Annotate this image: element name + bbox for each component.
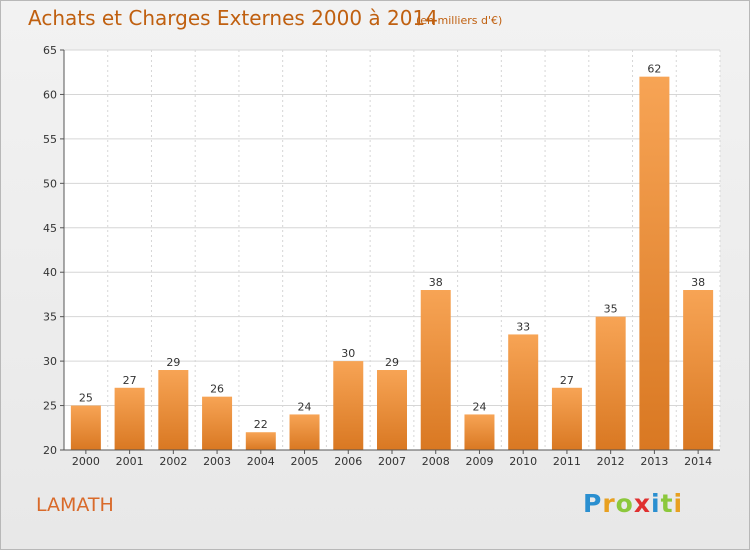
x-tick-label: 2003 bbox=[203, 455, 231, 468]
x-tick-label: 2012 bbox=[597, 455, 625, 468]
x-tick-label: 2013 bbox=[640, 455, 668, 468]
chart-title: Achats et Charges Externes 2000 à 2014 bbox=[28, 6, 438, 30]
bar-2014 bbox=[683, 290, 714, 450]
data-label: 38 bbox=[429, 276, 443, 289]
data-label: 33 bbox=[516, 320, 530, 333]
data-label: 26 bbox=[210, 383, 224, 396]
chart-subtitle: (en milliers d'€) bbox=[416, 14, 503, 27]
x-tick-label: 2010 bbox=[509, 455, 537, 468]
y-tick-label: 40 bbox=[43, 266, 57, 279]
x-tick-label: 2014 bbox=[684, 455, 712, 468]
logo-letter: o bbox=[615, 489, 634, 518]
logo-letter: i bbox=[673, 489, 684, 518]
x-tick-label: 2008 bbox=[422, 455, 450, 468]
x-tick-label: 2007 bbox=[378, 455, 406, 468]
x-tick-label: 2011 bbox=[553, 455, 581, 468]
data-label: 25 bbox=[79, 392, 93, 405]
bar-2002 bbox=[158, 370, 189, 450]
axes: 20 25 30 35 40 45 50 55 60 65 2000 2001 2002 2003 2004… bbox=[43, 44, 720, 468]
bar-2009 bbox=[464, 414, 495, 450]
bar-2011 bbox=[551, 387, 582, 450]
bar-2013 bbox=[639, 76, 670, 451]
bar-2004 bbox=[245, 432, 276, 450]
logo-letter: P bbox=[583, 489, 603, 518]
y-tick-label: 55 bbox=[43, 133, 57, 146]
data-label: 62 bbox=[647, 63, 661, 76]
logo-letter: t bbox=[660, 489, 674, 518]
bar-2006 bbox=[333, 361, 364, 450]
logo-letter: i bbox=[651, 489, 661, 518]
y-tick-label: 50 bbox=[43, 177, 57, 190]
x-tick-label: 2006 bbox=[334, 455, 362, 468]
data-label: 35 bbox=[604, 303, 618, 316]
data-label: 24 bbox=[472, 400, 486, 413]
data-label: 38 bbox=[691, 276, 705, 289]
bars: 25 27 29 26 22 24 30 29 38 24 33 27 35 62 38 bbox=[70, 63, 714, 451]
bar-2007 bbox=[377, 370, 407, 450]
bar-2001 bbox=[114, 387, 145, 450]
y-tick-label: 65 bbox=[43, 44, 57, 57]
bar-2003 bbox=[202, 396, 233, 450]
x-tick-label: 2002 bbox=[159, 455, 187, 468]
bar-2010 bbox=[508, 334, 539, 450]
data-label: 30 bbox=[341, 347, 355, 360]
proxiti-logo: Proxiti bbox=[583, 489, 683, 518]
bar-2008 bbox=[420, 290, 451, 450]
y-tick-label: 60 bbox=[43, 88, 57, 101]
data-label: 29 bbox=[166, 356, 180, 369]
bar-2005 bbox=[289, 414, 320, 450]
x-tick-label: 2001 bbox=[116, 455, 144, 468]
y-tick-label: 30 bbox=[43, 355, 57, 368]
y-tick-label: 25 bbox=[43, 400, 57, 413]
commune-name: LAMATH bbox=[36, 494, 114, 516]
data-label: 27 bbox=[560, 374, 574, 387]
data-label: 29 bbox=[385, 356, 399, 369]
bar-2000 bbox=[70, 405, 101, 450]
data-label: 27 bbox=[123, 374, 137, 387]
data-label: 22 bbox=[254, 418, 268, 431]
x-tick-label: 2009 bbox=[465, 455, 493, 468]
y-tick-label: 20 bbox=[43, 444, 57, 457]
logo-letter: x bbox=[633, 489, 651, 518]
data-label: 24 bbox=[298, 400, 312, 413]
x-tick-label: 2000 bbox=[72, 455, 100, 468]
x-tick-label: 2004 bbox=[247, 455, 275, 468]
y-tick-label: 45 bbox=[43, 222, 57, 235]
bar-2012 bbox=[595, 316, 626, 450]
logo-letter: r bbox=[602, 489, 616, 518]
x-tick-label: 2005 bbox=[291, 455, 319, 468]
y-tick-label: 35 bbox=[43, 311, 57, 324]
